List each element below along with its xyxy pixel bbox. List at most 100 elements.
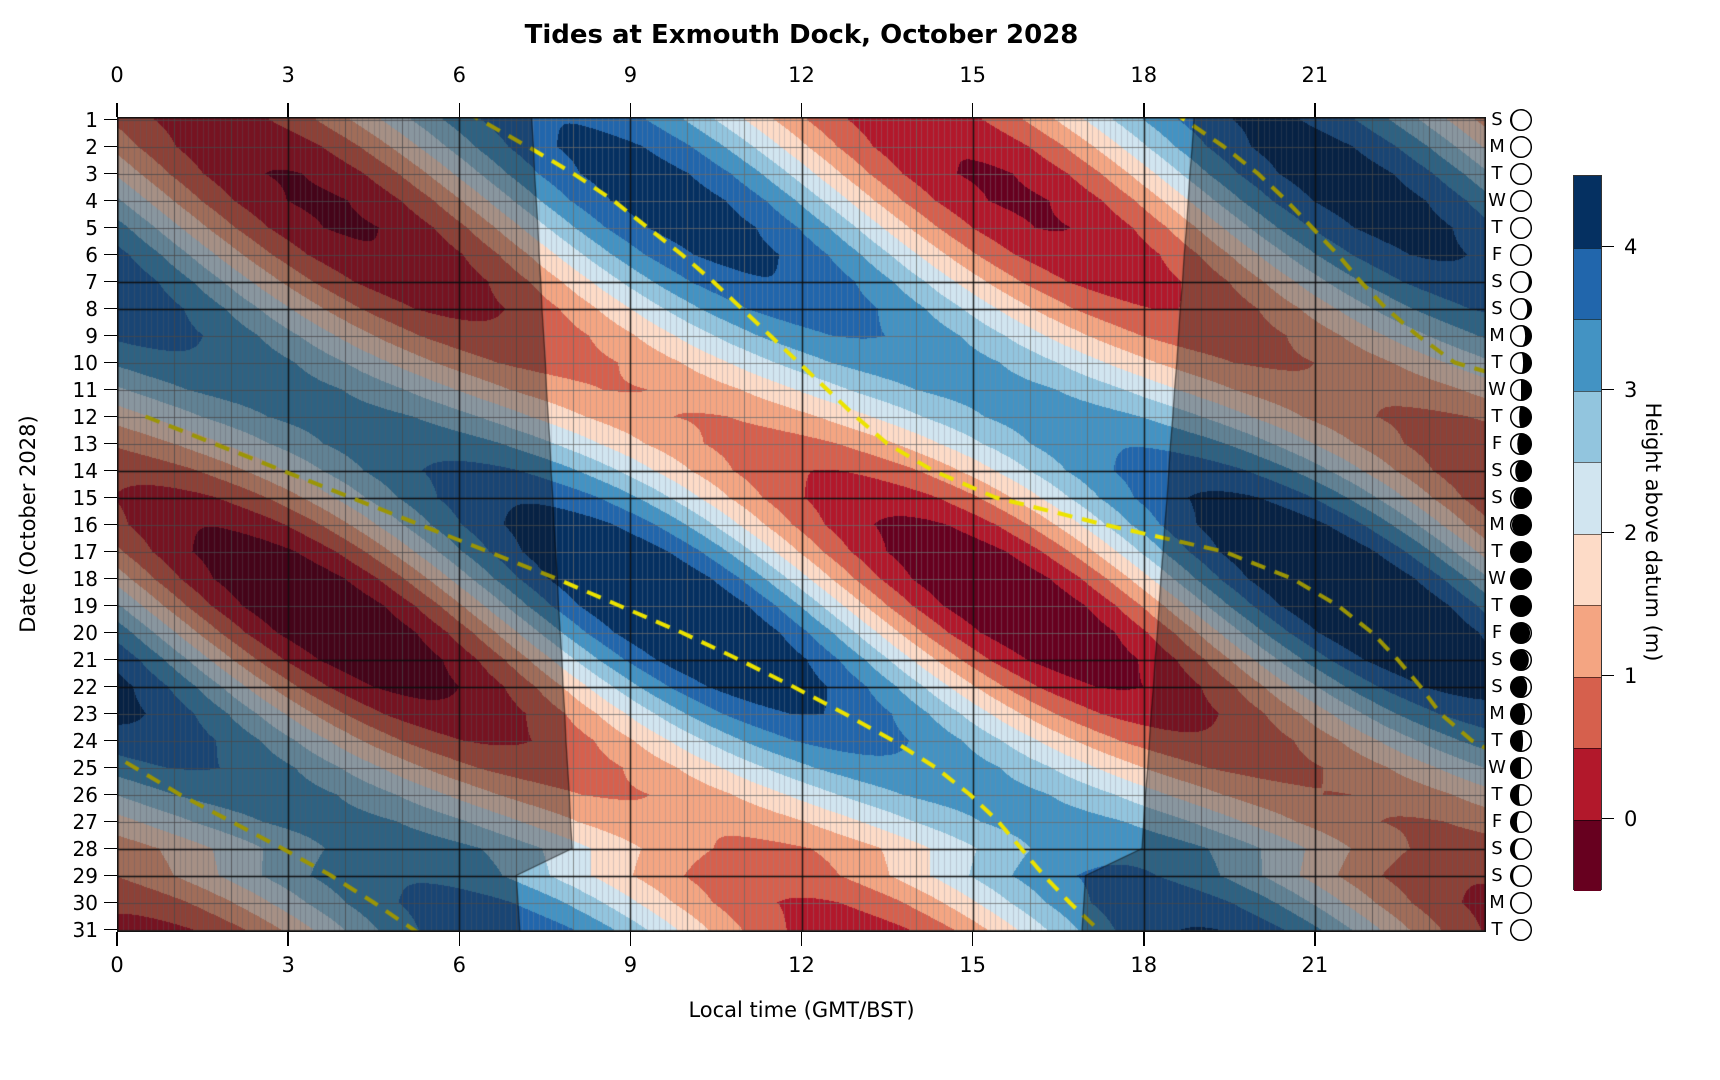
- colorbar-band: [1574, 676, 1601, 748]
- weekday-letter: T: [1491, 783, 1503, 805]
- colorbar-band: [1574, 390, 1601, 462]
- colorbar-band: [1574, 319, 1601, 391]
- x-tick-label-top: 12: [788, 63, 815, 87]
- x-tick-label-top: 3: [281, 63, 295, 87]
- weekday-letter: T: [1491, 594, 1503, 616]
- colorbar-tick-label: 0: [1624, 806, 1638, 831]
- y-tick-label: 25: [72, 755, 98, 780]
- moon-phase-icon: [1509, 324, 1533, 347]
- y-axis-tick: [104, 442, 117, 445]
- x-axis-tick-bottom: [458, 932, 460, 946]
- moon-phase-icon: [1509, 783, 1533, 806]
- x-axis-tick-top: [1143, 103, 1145, 117]
- y-axis-tick: [104, 739, 117, 742]
- y-axis-tick: [104, 226, 117, 229]
- moon-phase-icon: [1509, 756, 1533, 779]
- weekday-letter: T: [1491, 405, 1503, 427]
- x-axis-tick-bottom: [1314, 932, 1316, 946]
- x-tick-label-top: 0: [110, 63, 124, 87]
- x-tick-label-bottom: 12: [788, 953, 815, 977]
- y-axis-tick: [104, 793, 117, 796]
- y-axis-tick: [104, 307, 117, 310]
- y-axis-tick: [104, 712, 117, 715]
- weekday-letter: F: [1491, 810, 1503, 832]
- y-axis-tick: [104, 685, 117, 688]
- colorbar-band: [1574, 819, 1601, 891]
- colorbar-tick: [1602, 245, 1614, 248]
- weekday-letter: T: [1491, 918, 1503, 940]
- y-axis-tick: [104, 874, 117, 877]
- moon-phase-icon: [1509, 513, 1533, 536]
- x-axis-tick-top: [116, 103, 118, 117]
- colorbar-band: [1574, 748, 1601, 820]
- y-tick-label: 29: [72, 863, 98, 888]
- moon-phase-icon: [1509, 162, 1533, 185]
- y-tick-label: 1: [85, 107, 98, 132]
- moon-phase-icon: [1509, 135, 1533, 158]
- weekday-letter: W: [1488, 567, 1506, 589]
- y-axis-tick: [104, 334, 117, 337]
- y-axis-tick: [104, 523, 117, 526]
- colorbar-band: [1574, 247, 1601, 319]
- x-axis-tick-top: [629, 103, 632, 117]
- colorbar-band: [1574, 176, 1601, 248]
- y-tick-label: 3: [85, 161, 98, 186]
- moon-phase-icon: [1509, 918, 1533, 941]
- colorbar-band: [1574, 462, 1601, 534]
- weekday-letter: F: [1491, 621, 1503, 643]
- y-axis-tick: [104, 847, 117, 850]
- weekday-letter: M: [1489, 513, 1505, 535]
- y-tick-label: 23: [72, 701, 98, 726]
- moon-phase-icon: [1509, 729, 1533, 752]
- weekday-letter: W: [1488, 756, 1506, 778]
- moon-phase-icon: [1509, 216, 1533, 239]
- weekday-letter: M: [1489, 324, 1505, 346]
- moon-phase-icon: [1509, 297, 1533, 320]
- weekday-letter: S: [1491, 459, 1503, 481]
- weekday-letter: S: [1491, 864, 1503, 886]
- y-tick-label: 22: [72, 674, 98, 699]
- y-tick-label: 27: [72, 809, 98, 834]
- x-tick-label-top: 9: [623, 63, 638, 87]
- x-tick-label-bottom: 18: [1130, 953, 1158, 977]
- colorbar-label: Height above datum (m): [1641, 402, 1665, 662]
- y-tick-label: 24: [72, 728, 98, 753]
- x-axis-tick-bottom: [116, 932, 118, 946]
- y-tick-label: 6: [85, 242, 98, 267]
- weekday-letter: S: [1491, 648, 1503, 670]
- y-tick-label: 18: [72, 566, 98, 591]
- x-axis-tick-top: [458, 103, 460, 117]
- colorbar-tick-label: 3: [1624, 377, 1638, 402]
- weekday-letter: T: [1491, 162, 1503, 184]
- y-tick-label: 11: [72, 377, 98, 402]
- colorbar-band: [1574, 605, 1601, 677]
- y-tick-label: 13: [72, 431, 98, 456]
- y-tick-label: 28: [72, 836, 98, 861]
- moon-phase-icon: [1509, 243, 1533, 266]
- weekday-letter: M: [1489, 702, 1505, 724]
- y-axis-tick: [104, 145, 117, 148]
- moon-phase-icon: [1509, 864, 1533, 887]
- weekday-letter: S: [1491, 486, 1503, 508]
- y-axis-tick: [104, 928, 117, 931]
- weekday-letter: T: [1491, 729, 1503, 751]
- y-tick-label: 15: [72, 485, 98, 510]
- moon-phase-icon: [1509, 675, 1533, 698]
- moon-phase-icon: [1509, 486, 1533, 509]
- x-axis-label: Local time (GMT/BST): [688, 998, 915, 1022]
- weekday-letter: S: [1491, 837, 1503, 859]
- tide-contour-canvas: [117, 117, 1486, 932]
- weekday-letter: S: [1491, 108, 1503, 130]
- moon-phase-icon: [1509, 702, 1533, 725]
- colorbar-band: [1574, 533, 1601, 605]
- weekday-letter: W: [1488, 189, 1506, 211]
- y-tick-label: 26: [72, 782, 98, 807]
- y-axis-tick: [104, 550, 117, 553]
- y-axis-tick: [104, 577, 117, 580]
- x-axis-tick-bottom: [287, 932, 289, 946]
- y-tick-label: 30: [72, 890, 98, 915]
- colorbar-tick: [1602, 674, 1614, 677]
- y-tick-label: 21: [72, 647, 98, 672]
- x-tick-label-bottom: 3: [281, 953, 295, 977]
- x-axis-tick-bottom: [800, 932, 803, 946]
